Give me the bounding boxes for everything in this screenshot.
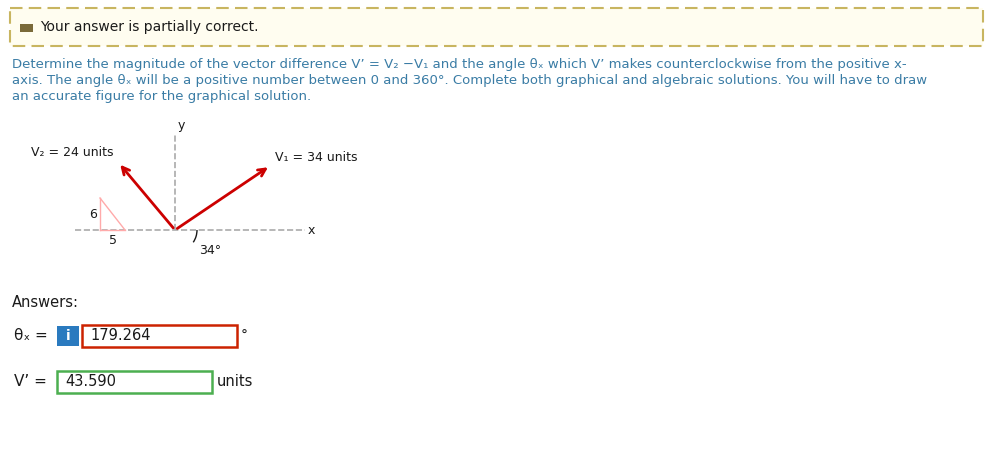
FancyBboxPatch shape (82, 325, 237, 347)
Text: axis. The angle θₓ will be a positive number between 0 and 360°. Complete both g: axis. The angle θₓ will be a positive nu… (12, 74, 927, 87)
Text: V₂ = 24 units: V₂ = 24 units (31, 146, 113, 159)
Text: Answers:: Answers: (12, 295, 79, 310)
Text: V₁ = 34 units: V₁ = 34 units (275, 151, 357, 164)
FancyBboxPatch shape (10, 8, 983, 46)
Text: 34°: 34° (199, 244, 221, 257)
Text: 179.264: 179.264 (90, 328, 151, 344)
FancyBboxPatch shape (20, 24, 33, 32)
Text: x: x (308, 224, 316, 237)
Text: 5: 5 (108, 235, 116, 248)
Text: V’ =: V’ = (14, 375, 47, 389)
Text: an accurate figure for the graphical solution.: an accurate figure for the graphical sol… (12, 90, 311, 103)
Text: Your answer is partially correct.: Your answer is partially correct. (40, 20, 258, 34)
Text: 43.590: 43.590 (65, 375, 116, 389)
Text: units: units (217, 375, 253, 389)
Text: 6: 6 (89, 208, 97, 220)
Text: i: i (66, 329, 71, 343)
Text: Determine the magnitude of the vector difference V’ = V₂ −V₁ and the angle θₓ wh: Determine the magnitude of the vector di… (12, 58, 907, 71)
Text: °: ° (241, 329, 248, 343)
FancyBboxPatch shape (57, 371, 212, 393)
Text: θₓ =: θₓ = (14, 328, 48, 344)
Text: y: y (178, 119, 186, 132)
FancyBboxPatch shape (57, 326, 79, 346)
